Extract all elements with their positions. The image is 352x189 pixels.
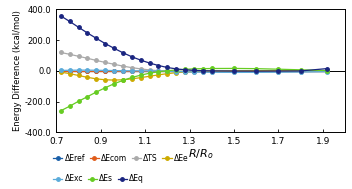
Legend: ΔExc, ΔEs, ΔEq: ΔExc, ΔEs, ΔEq [53, 174, 144, 183]
Legend: ΔEref, ΔEcom, ΔTS, ΔEe: ΔEref, ΔEcom, ΔTS, ΔEe [53, 153, 189, 163]
X-axis label: $R/R_o$: $R/R_o$ [188, 148, 213, 161]
Y-axis label: Energy Difference (kcal/mol): Energy Difference (kcal/mol) [13, 10, 22, 131]
